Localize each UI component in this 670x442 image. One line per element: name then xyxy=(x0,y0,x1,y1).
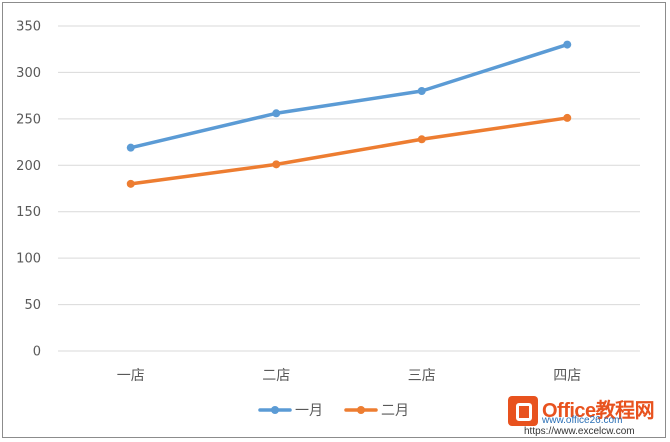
chart-frame xyxy=(2,2,666,438)
series-line-2 xyxy=(129,116,569,186)
data-point xyxy=(563,113,572,122)
x-category-label: 三店 xyxy=(408,368,436,384)
y-tick-label: 200 xyxy=(16,159,41,174)
y-tick-label: 100 xyxy=(16,252,41,267)
gridlines xyxy=(58,25,640,352)
legend-marker-2 xyxy=(357,406,365,414)
x-category-label: 四店 xyxy=(553,368,581,384)
office-logo-icon xyxy=(508,396,538,426)
watermark-site: www.office26.com xyxy=(542,415,623,426)
y-tick-label: 350 xyxy=(16,20,41,35)
legend-label-2: 二月 xyxy=(381,403,409,419)
data-point xyxy=(126,143,135,152)
watermark-brand: Office教程网 xyxy=(542,400,655,422)
watermark-url: https://www.excelcw.com xyxy=(524,426,635,437)
y-tick-label: 300 xyxy=(16,66,41,81)
series-line-1 xyxy=(129,42,569,150)
data-point xyxy=(417,87,426,95)
legend-label-1: 一月 xyxy=(295,403,323,419)
x-category-label: 二店 xyxy=(262,368,290,384)
y-axis-tick-labels: 0 50 100 150 200 250 300 350 xyxy=(16,20,41,360)
y-tick-label: 150 xyxy=(16,205,41,220)
data-point xyxy=(417,135,426,144)
legend-marker-1 xyxy=(271,406,279,414)
x-axis-category-labels: 一店 二店 三店 四店 xyxy=(117,368,582,384)
y-tick-label: 250 xyxy=(16,112,41,127)
y-tick-label: 50 xyxy=(24,298,41,313)
data-point xyxy=(272,160,281,169)
data-point xyxy=(272,109,281,118)
data-point xyxy=(563,40,572,49)
watermark: Office教程网 www.office26.com https://www.e… xyxy=(506,394,668,438)
series-group xyxy=(126,40,572,188)
data-point xyxy=(126,179,135,188)
y-tick-label: 0 xyxy=(33,345,41,360)
x-category-label: 一店 xyxy=(117,368,145,384)
legend: 一月 二月 xyxy=(258,403,409,419)
